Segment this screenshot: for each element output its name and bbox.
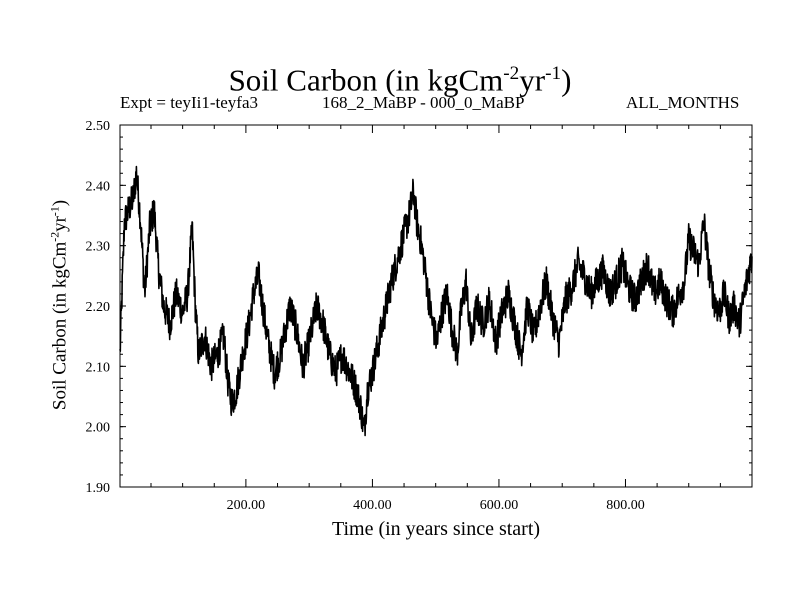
y-axis-label: Soil Carbon (in kgCm-2yr-1) [48, 200, 71, 410]
chart-title-mid: yr [519, 62, 546, 98]
x-tick-label: 200.00 [227, 498, 266, 513]
months-label: ALL_MONTHS [626, 93, 740, 112]
chart-title-sup1: -2 [503, 63, 520, 84]
y-tick-label: 2.50 [86, 119, 111, 134]
chart-title-main: Soil Carbon (in kgCm [228, 62, 504, 98]
y-axis-label-end: ) [49, 199, 71, 207]
plot-frame [119, 124, 753, 488]
y-tick-label: 2.00 [86, 421, 111, 436]
y-axis-label-mid: yr [49, 216, 71, 232]
series-layer [119, 165, 753, 437]
y-axis-label-sup1: -2 [48, 231, 62, 242]
expt-label: Expt = teyIi1-teyfa3 [120, 93, 258, 112]
y-tick-label: 1.90 [86, 481, 111, 496]
y-tick-label: 2.20 [86, 300, 111, 315]
series-line [119, 165, 753, 437]
ticks-layer [120, 124, 752, 488]
y-tick-label: 2.10 [86, 360, 111, 375]
x-axis-label: Time (in years since start) [332, 518, 540, 540]
y-axis-label-sup2: -1 [48, 206, 62, 217]
x-tick-label: 600.00 [480, 498, 519, 513]
tick-labels-layer: 1.90 2.00 2.10 2.20 2.30 2.40 2.50 200.00 400.00… [86, 119, 645, 513]
y-tick-label: 2.30 [86, 240, 111, 255]
chart-title: Soil Carbon (in kgCm-2yr-1) [0, 56, 800, 98]
period-label: 168_2_MaBP - 000_0_MaBP [322, 93, 525, 112]
x-tick-label: 800.00 [606, 498, 645, 513]
chart-title-sup2: -1 [545, 63, 562, 84]
chart-title-end: ) [561, 62, 572, 98]
x-tick-label: 400.00 [353, 498, 392, 513]
y-axis-label-main: Soil Carbon (in kgCm [49, 241, 71, 411]
y-tick-label: 2.40 [86, 179, 111, 194]
